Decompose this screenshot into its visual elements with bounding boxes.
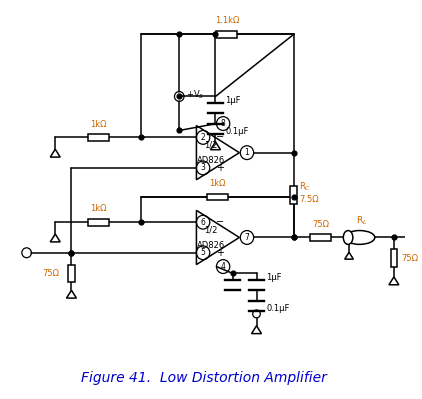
Text: 1kΩ: 1kΩ	[90, 204, 106, 213]
Point	[290, 234, 297, 241]
Point	[176, 127, 183, 134]
Text: 1.1kΩ: 1.1kΩ	[215, 16, 239, 26]
Text: 1μF: 1μF	[266, 273, 281, 282]
Ellipse shape	[344, 231, 353, 244]
Text: 75Ω: 75Ω	[312, 219, 329, 229]
Bar	[88, 219, 108, 225]
Text: R$_C$: R$_C$	[300, 181, 311, 194]
Point	[138, 219, 144, 225]
Bar	[88, 134, 108, 141]
Point	[212, 31, 219, 38]
Text: 0.1μF: 0.1μF	[225, 127, 249, 136]
Text: +: +	[216, 248, 224, 258]
Point	[290, 234, 297, 241]
Point	[138, 134, 144, 140]
Text: −: −	[216, 217, 225, 227]
Text: AD826: AD826	[197, 156, 225, 165]
Point	[68, 249, 75, 256]
Text: 4: 4	[221, 262, 226, 271]
Text: 1μF: 1μF	[225, 96, 241, 105]
Point	[290, 194, 297, 200]
Bar	[216, 31, 238, 38]
Point	[290, 150, 297, 156]
Text: 75Ω: 75Ω	[42, 269, 59, 278]
Text: Figure 41.  Low Distortion Amplifier: Figure 41. Low Distortion Amplifier	[81, 371, 327, 385]
Bar	[68, 265, 75, 282]
Text: +: +	[216, 163, 224, 173]
Bar	[207, 194, 228, 200]
Bar	[290, 186, 297, 204]
Text: 3: 3	[200, 164, 206, 172]
Text: 7.5Ω: 7.5Ω	[300, 194, 319, 203]
Text: +V$_S$: +V$_S$	[186, 88, 204, 101]
Point	[390, 234, 397, 241]
Text: 75Ω: 75Ω	[401, 254, 419, 263]
Text: 0.1μF: 0.1μF	[266, 304, 289, 314]
Text: 2: 2	[201, 133, 206, 142]
Text: 5: 5	[200, 248, 206, 257]
Text: AD826: AD826	[197, 241, 225, 250]
Point	[176, 31, 183, 38]
Point	[176, 93, 183, 100]
Text: 1kΩ: 1kΩ	[90, 120, 106, 128]
Point	[229, 270, 236, 277]
Text: R$_L$: R$_L$	[356, 214, 367, 227]
Text: −: −	[216, 132, 225, 142]
Text: 1/2: 1/2	[204, 140, 217, 149]
Text: 1/2: 1/2	[204, 225, 217, 234]
Point	[68, 249, 75, 256]
Bar	[390, 249, 397, 267]
Text: 1kΩ: 1kΩ	[209, 179, 226, 188]
Text: 8: 8	[221, 119, 225, 128]
Text: 1: 1	[245, 148, 249, 157]
Text: 7: 7	[244, 233, 249, 242]
Text: 6: 6	[200, 218, 206, 227]
Bar	[310, 234, 331, 241]
Ellipse shape	[344, 231, 375, 244]
